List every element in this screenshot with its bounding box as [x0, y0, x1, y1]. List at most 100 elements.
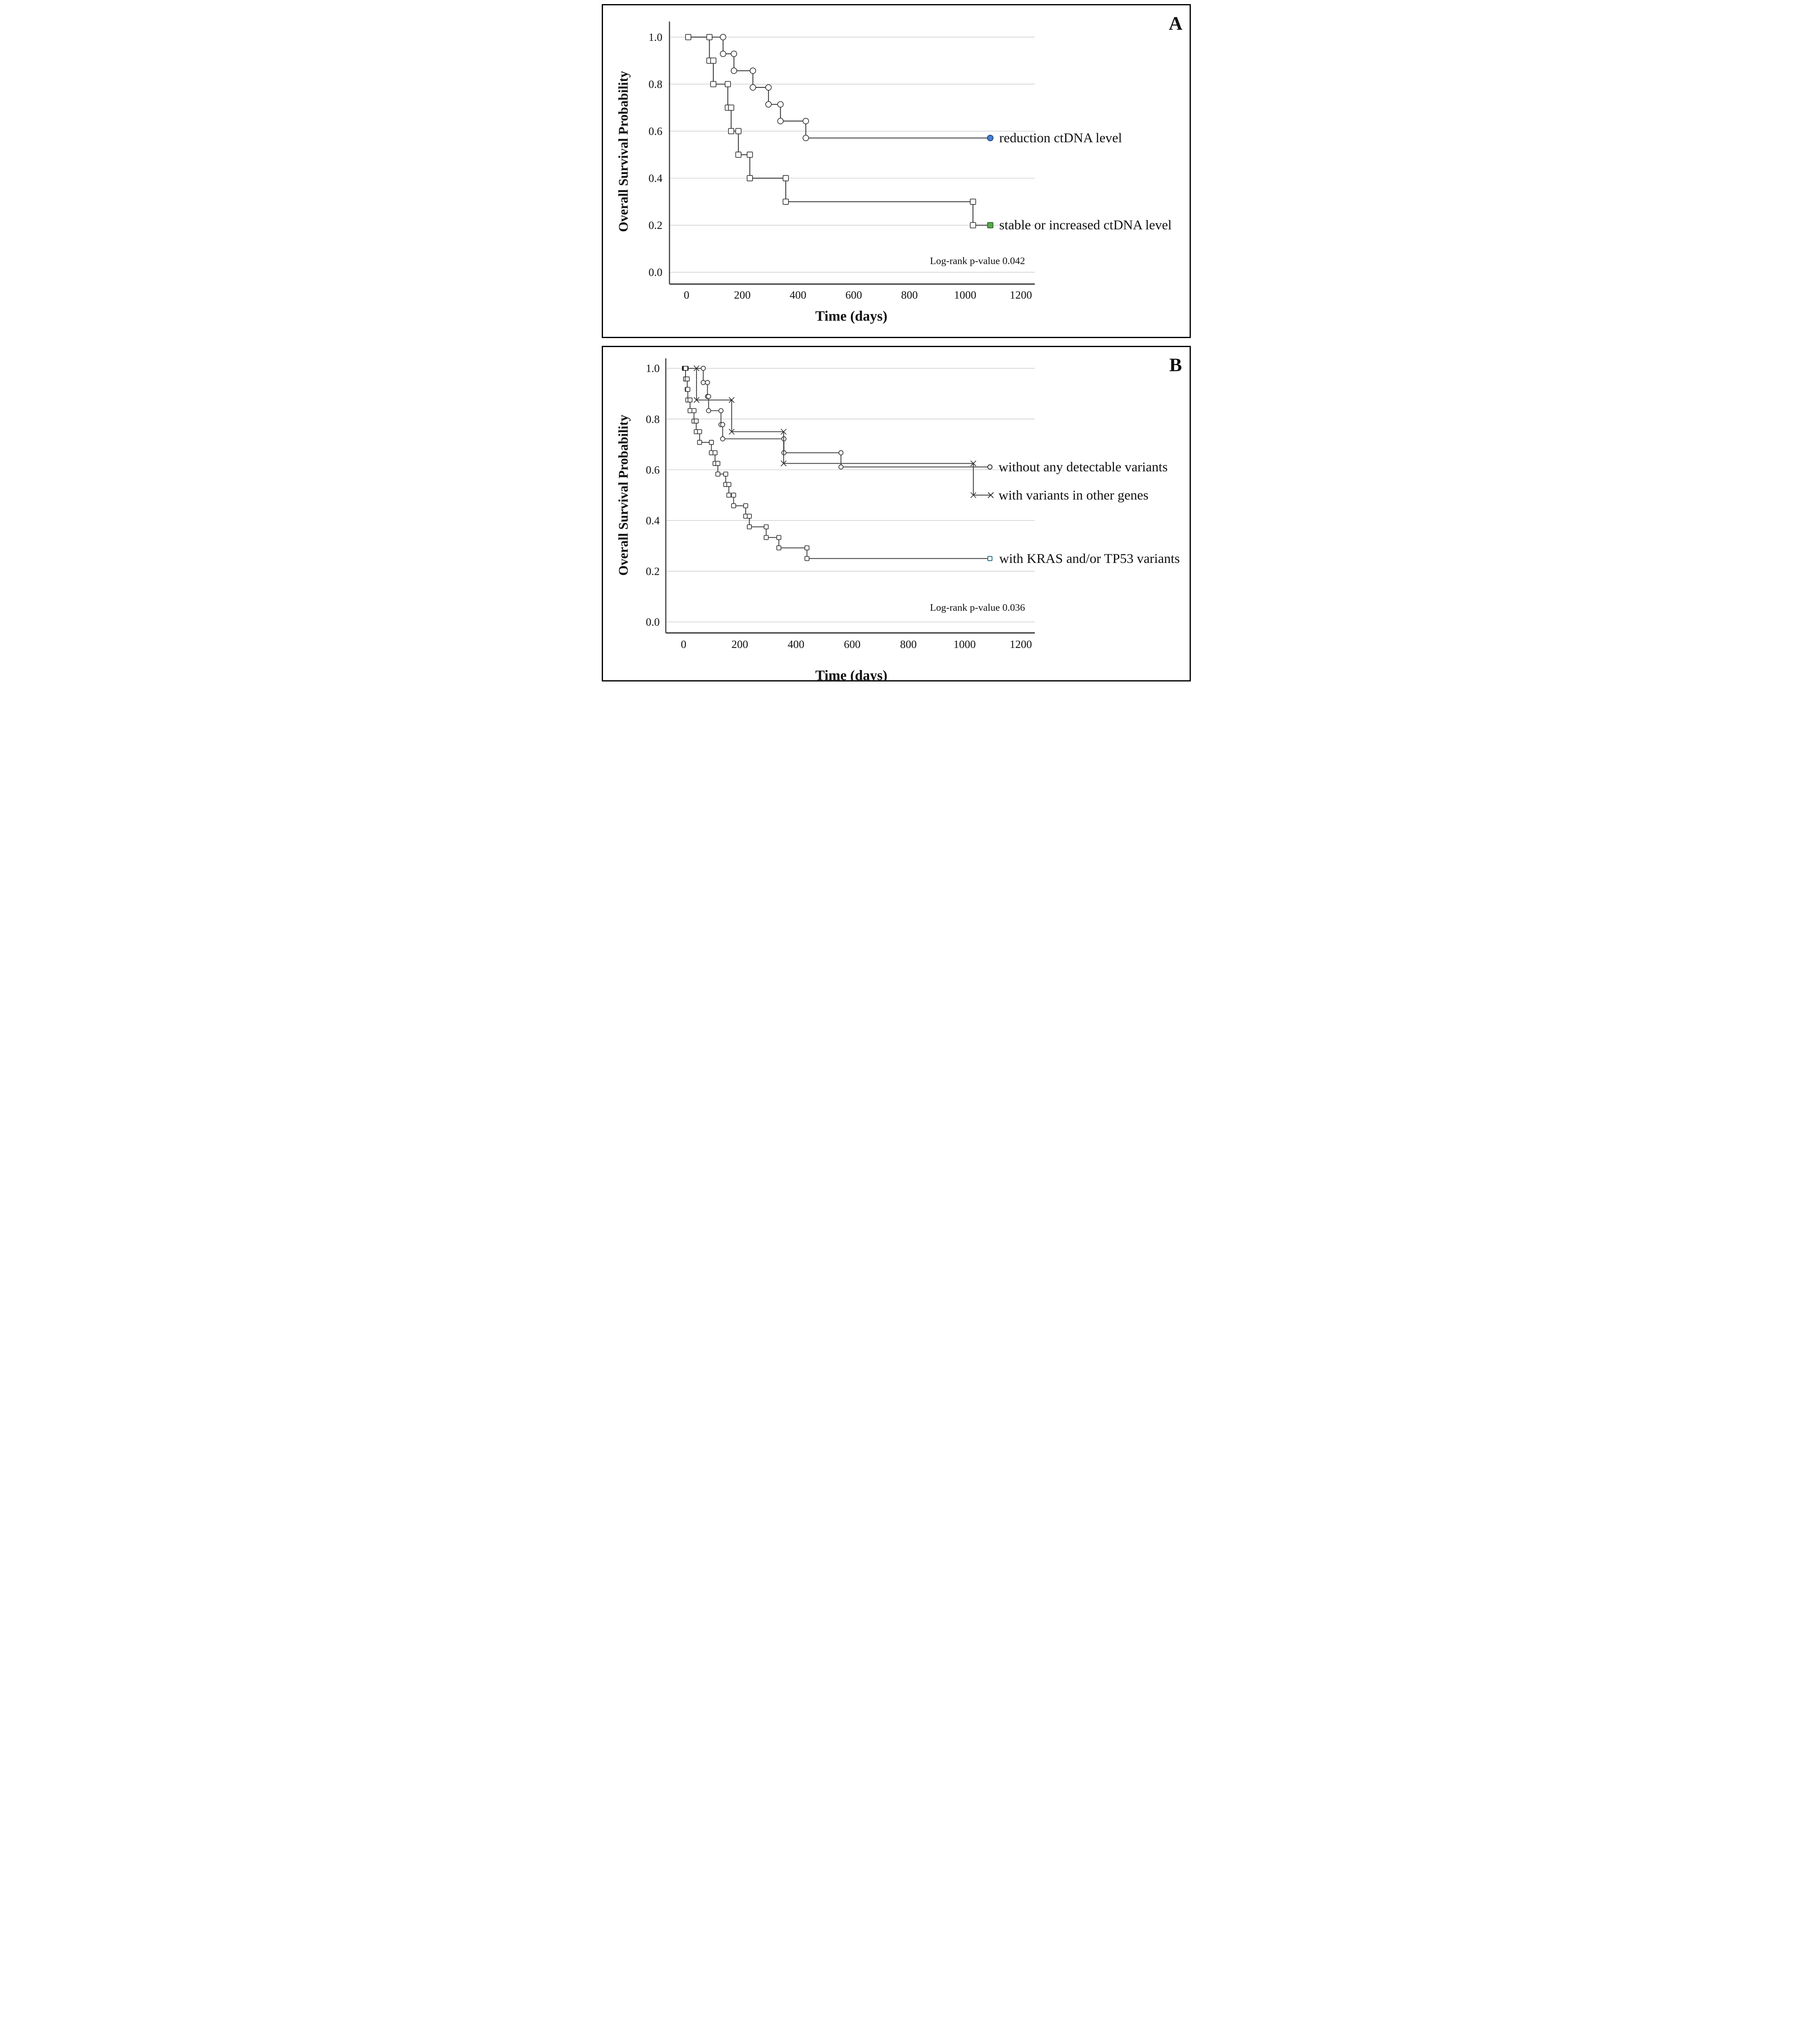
y-tick-label: 0.6 — [646, 464, 660, 476]
data-point-circle-marker — [777, 118, 784, 124]
data-point-circle-marker — [720, 422, 725, 427]
data-point-circle-marker — [838, 464, 844, 470]
y-axis-title-a: Overall Survival Probability — [616, 71, 631, 232]
data-point-square-marker — [688, 397, 693, 403]
data-point-x-marker — [988, 492, 994, 498]
panel-letter-a: A — [1169, 13, 1183, 34]
data-point-square-marker — [746, 151, 753, 158]
data-point-square-marker — [715, 461, 721, 466]
data-point-square-marker — [735, 151, 742, 158]
x-tick-label: 400 — [790, 289, 807, 301]
x-tick-label: 1000 — [953, 638, 975, 650]
data-point-square-marker — [710, 81, 717, 87]
data-point-circle-marker — [701, 365, 706, 371]
data-point-x-marker — [728, 397, 735, 403]
y-tick-label: 1.0 — [648, 31, 662, 43]
figure-page: 0 200 400 600 800 1000 1200 1.0 0.8 0.6 0.4 0.2 0.0 … — [598, 0, 1195, 686]
legend-label-without-variants: without any detectable variants — [999, 459, 1168, 475]
legend-label-other-genes: with variants in other genes — [999, 488, 1149, 503]
data-point-square-marker — [728, 128, 734, 134]
data-point-circle-marker — [706, 394, 711, 399]
y-tick-label: 1.0 — [646, 362, 660, 374]
y-tick-label: 0.6 — [648, 125, 662, 137]
data-point-circle-marker — [802, 134, 809, 141]
data-point-square-marker — [804, 556, 809, 561]
survival-plot-a: 0 200 400 600 800 1000 12001.00.80.60.40.20.0 … — [616, 13, 1183, 324]
data-point-x-marker — [693, 365, 700, 372]
panel-a: 0 200 400 600 800 1000 1200 1.0 0.8 0.6 0.4 0.2 0.0 … — [602, 4, 1191, 338]
x-tick-label: 800 — [901, 289, 918, 301]
data-point-square-marker — [706, 34, 713, 40]
x-tick-label: 400 — [788, 638, 805, 650]
data-point-circle-marker — [719, 34, 726, 40]
data-point-square-marker — [970, 198, 976, 205]
panel-letter-b: B — [1169, 355, 1182, 376]
data-point-square-marker — [776, 545, 782, 551]
data-point-x-marker — [970, 492, 977, 498]
data-point-square-marker — [685, 377, 690, 381]
data-point-square-marker — [764, 524, 769, 529]
data-point-square-marker — [776, 535, 782, 540]
data-point-circle-marker — [765, 101, 772, 108]
data-point-circle-marker — [749, 67, 756, 74]
data-point-circle-marker — [706, 408, 711, 413]
data-point-square-marker — [782, 175, 789, 182]
legend-label-kras-tp53: with KRAS and/or TP53 variants — [999, 551, 1180, 566]
x-tick-label: 0 — [681, 638, 686, 650]
y-tick-label: 0.2 — [648, 219, 662, 231]
data-point-square-marker — [715, 471, 721, 477]
data-point-square-marker — [731, 503, 736, 509]
data-point-square-marker — [987, 222, 993, 229]
data-point-square-marker — [970, 222, 976, 229]
series-line-with-variants-in-other-genes — [684, 368, 991, 496]
data-point-square-marker — [728, 104, 734, 111]
data-point-x-marker — [728, 428, 735, 435]
data-point-square-marker — [697, 440, 702, 445]
data-point-square-marker — [726, 493, 731, 498]
data-point-square-marker — [688, 408, 693, 413]
data-point-square-marker — [731, 493, 736, 498]
x-tick-label: 800 — [900, 638, 917, 650]
data-point-square-marker — [987, 556, 993, 561]
y-tick-label: 0.4 — [646, 515, 660, 527]
data-point-circle-marker — [838, 450, 844, 455]
x-tick-label: 1200 — [1010, 638, 1032, 650]
data-point-square-marker — [710, 57, 717, 64]
y-axis-title-b: Overall Survival Probability — [616, 415, 631, 576]
data-point-square-marker — [726, 482, 731, 487]
data-point-circle-marker — [701, 380, 706, 385]
series-line-without-any-detectable-variants — [684, 368, 990, 468]
data-point-square-marker — [724, 81, 731, 87]
data-point-circle-marker — [719, 50, 726, 57]
y-tick-label: 0.2 — [646, 565, 660, 578]
x-tick-label: 200 — [731, 638, 748, 650]
data-point-square-marker — [747, 513, 752, 519]
pvalue-annotation-b: Log-rank p-value 0.036 — [930, 602, 1025, 613]
x-axis-title-a: Time (days) — [815, 308, 887, 324]
data-point-circle-marker — [720, 436, 725, 442]
data-point-x-marker — [970, 460, 977, 466]
plot-area-a: 0 200 400 600 800 1000 1200 1.0 0.8 0.6 0.4 0.2 0.0 — [648, 21, 1035, 301]
data-point-circle-marker — [765, 84, 772, 91]
data-point-square-marker — [764, 535, 769, 540]
data-point-square-marker — [685, 34, 692, 40]
data-point-square-marker — [683, 365, 688, 371]
legend-label-stable-increased-ctdna: stable or increased ctDNA level — [999, 217, 1172, 233]
data-point-square-marker — [691, 408, 697, 413]
data-point-square-marker — [746, 175, 753, 182]
x-tick-label: 600 — [845, 289, 862, 301]
x-axis-title-b: Time (days) — [815, 667, 887, 680]
data-point-square-marker — [743, 503, 749, 509]
y-tick-label: 0.0 — [646, 616, 660, 628]
legend-label-reduction-ctdna: reduction ctDNA level — [999, 130, 1122, 146]
x-tick-label: 1000 — [954, 289, 976, 301]
data-point-square-marker — [694, 419, 699, 424]
data-point-square-marker — [782, 198, 789, 205]
survival-plot-b: 0 200 400 600 800 1000 12001.00.80.60.40.20.0 … — [616, 355, 1182, 680]
data-point-circle-marker — [749, 84, 756, 91]
data-point-circle-marker — [731, 50, 737, 57]
data-point-square-marker — [709, 440, 714, 445]
data-point-x-marker — [780, 428, 787, 435]
plot-area-b: 0 200 400 600 800 1000 1200 1.0 0.8 0.6 0.4 0.2 0.0 — [646, 358, 1035, 650]
data-point-x-marker — [780, 460, 787, 466]
